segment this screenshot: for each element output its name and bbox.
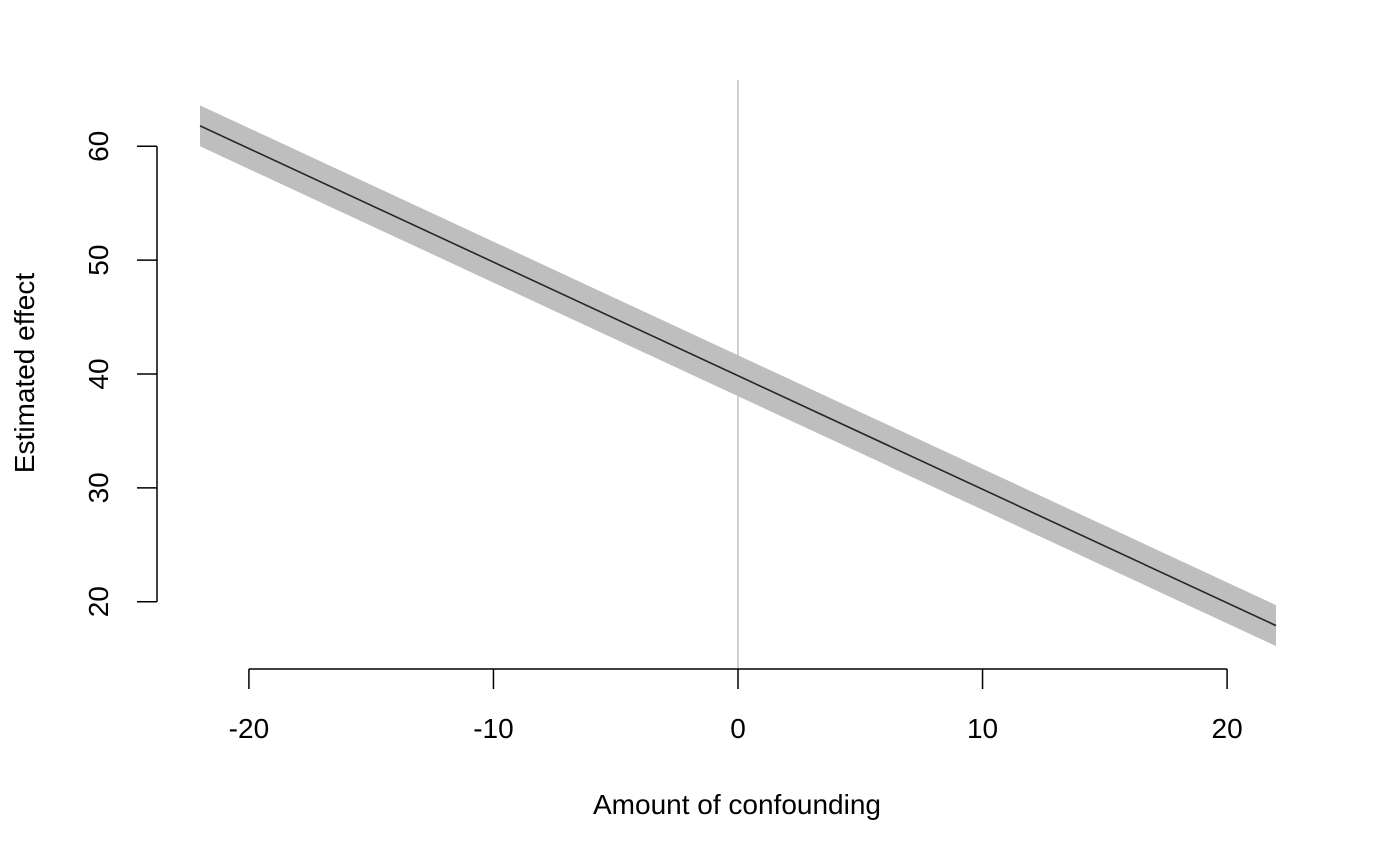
axes: 20 30 40 50 60 -20 -10 0 10 20 [83, 131, 1243, 744]
x-tick-label: -20 [229, 713, 269, 744]
y-axis-label: Estimated effect [9, 273, 40, 473]
estimate-line [199, 125, 1277, 627]
x-tick-label: 20 [1212, 713, 1243, 744]
x-axis-ticks: -20 -10 0 10 20 [229, 669, 1243, 744]
y-tick-label: 50 [83, 245, 114, 276]
x-tick-label: 10 [967, 713, 998, 744]
x-tick-label: 0 [730, 713, 746, 744]
y-tick-label: 20 [83, 586, 114, 617]
x-tick-label: -10 [473, 713, 513, 744]
y-axis-ticks: 20 30 40 50 60 [83, 131, 157, 617]
plot-area [199, 80, 1277, 670]
y-tick-label: 30 [83, 472, 114, 503]
y-tick-label: 60 [83, 131, 114, 162]
y-tick-label: 40 [83, 358, 114, 389]
x-axis-label: Amount of confounding [593, 789, 881, 820]
